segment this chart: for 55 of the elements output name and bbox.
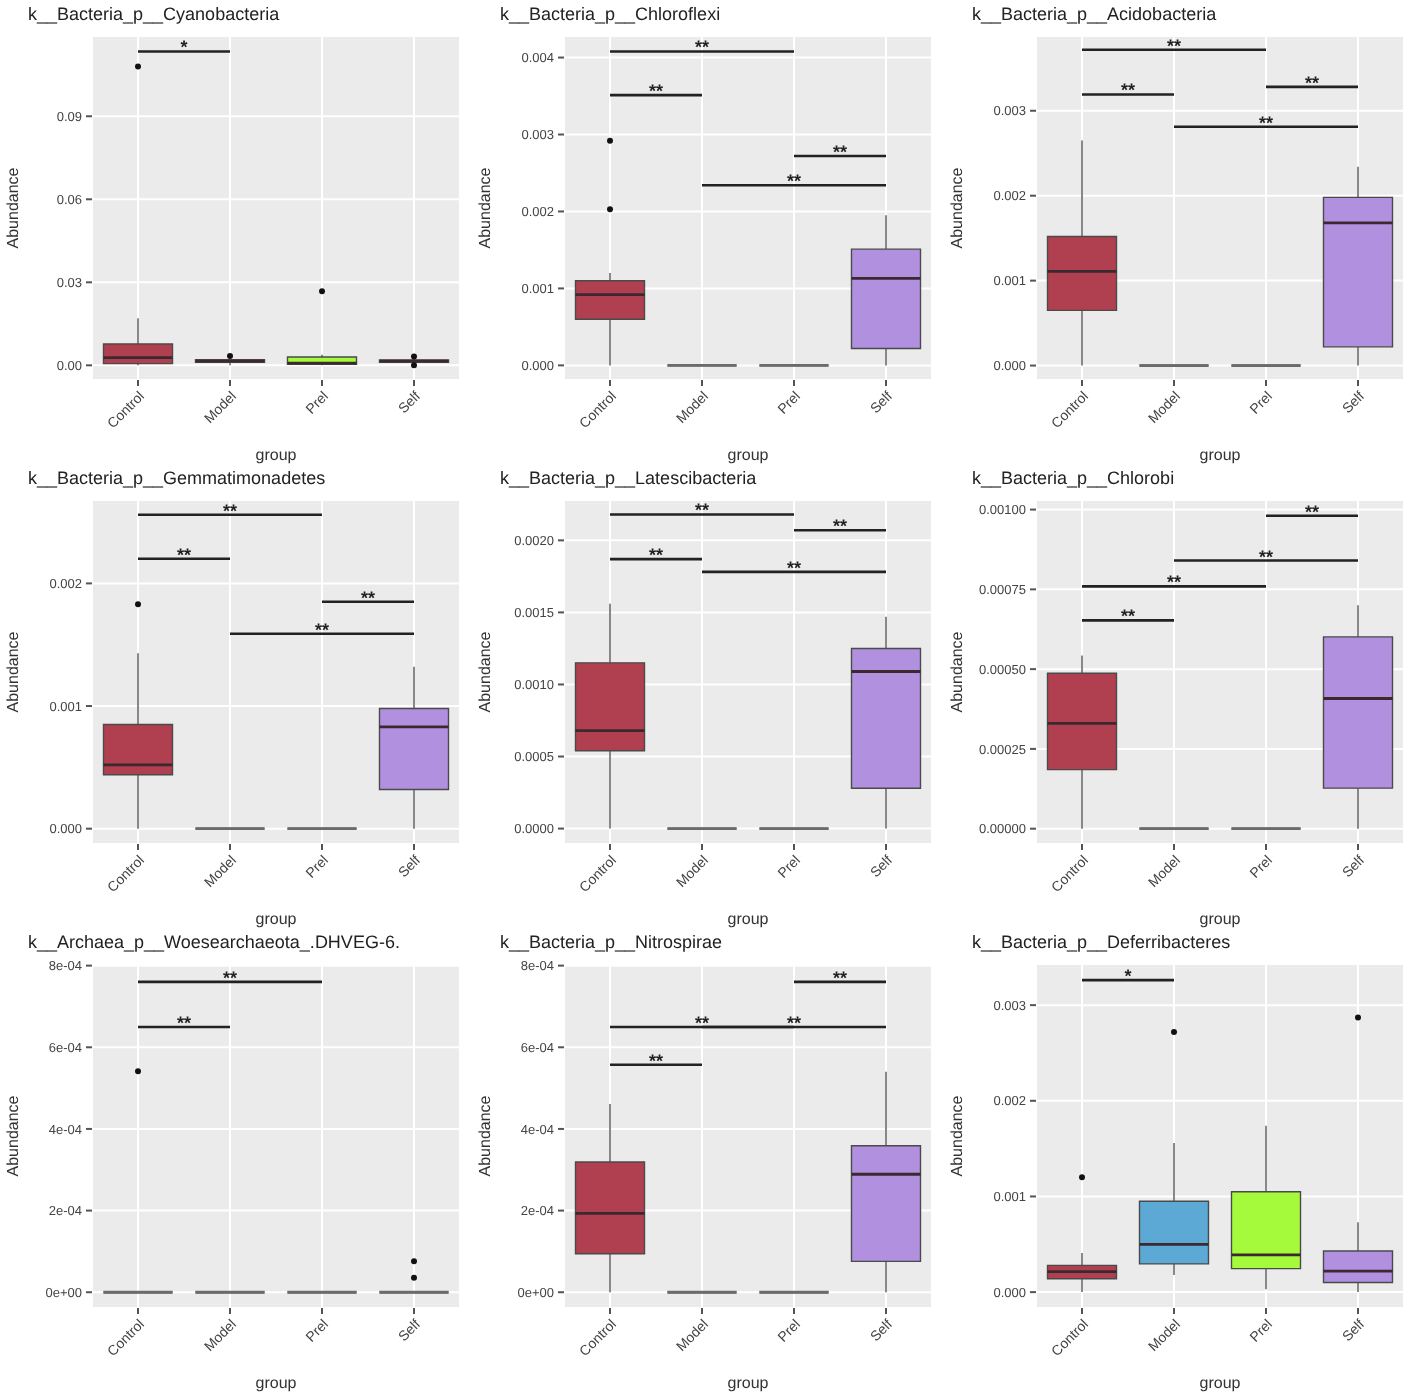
chart-title: k__Archaea_p__Woesearchaeota_.DHVEG-6. bbox=[26, 930, 402, 956]
annotation: ** bbox=[1120, 606, 1136, 627]
annotation: ** bbox=[648, 1050, 664, 1071]
x-axis-title: group bbox=[727, 446, 770, 464]
annotation: ** bbox=[786, 171, 802, 192]
annotation: ** bbox=[694, 1012, 710, 1033]
annotation: ** bbox=[648, 81, 664, 102]
annotation: ** bbox=[786, 557, 802, 578]
annotation: ** bbox=[832, 967, 848, 988]
annotation: ** bbox=[786, 1012, 802, 1033]
y-axis-title: Abundance bbox=[3, 1094, 22, 1177]
y-axis-title: Abundance bbox=[3, 166, 22, 249]
annotation: ** bbox=[1258, 112, 1274, 133]
x-axis-title: group bbox=[255, 910, 298, 928]
annotation: ** bbox=[1166, 35, 1182, 56]
annotation: ** bbox=[832, 516, 848, 537]
annotation: * bbox=[180, 37, 189, 58]
chart-title: k__Bacteria_p__Chloroflexi bbox=[498, 2, 723, 28]
x-axis-title: group bbox=[727, 1374, 770, 1392]
y-axis-title: Abundance bbox=[947, 166, 966, 249]
annotation: ** bbox=[314, 619, 330, 640]
x-axis-title: group bbox=[255, 1374, 298, 1392]
annotation: ** bbox=[694, 500, 710, 521]
chart-title: k__Bacteria_p__Nitrospirae bbox=[498, 930, 725, 956]
y-axis-title: Abundance bbox=[475, 630, 494, 713]
annotation: ** bbox=[694, 37, 710, 58]
annotation: ** bbox=[176, 544, 192, 565]
annotation: ** bbox=[832, 142, 848, 163]
y-axis-title: Abundance bbox=[3, 630, 22, 713]
y-axis-title: Abundance bbox=[475, 166, 494, 249]
x-axis-title: group bbox=[727, 910, 770, 928]
annotation: ** bbox=[1258, 546, 1274, 567]
x-axis-title: group bbox=[1199, 910, 1242, 928]
y-axis-title: Abundance bbox=[475, 1094, 494, 1177]
chart-title: k__Bacteria_p__Chlorobi bbox=[970, 466, 1177, 492]
annotation: ** bbox=[176, 1012, 192, 1033]
chart-title: k__Bacteria_p__Latescibacteria bbox=[498, 466, 759, 492]
chart-title: k__Bacteria_p__Gemmatimonadetes bbox=[26, 466, 328, 492]
annotation: ** bbox=[1120, 80, 1136, 101]
x-axis-title: group bbox=[1199, 446, 1242, 464]
annotation: ** bbox=[360, 587, 376, 608]
x-axis-title: group bbox=[1199, 1374, 1242, 1392]
annotation: ** bbox=[648, 545, 664, 566]
annotation: ** bbox=[222, 500, 238, 521]
annotation: ** bbox=[1166, 572, 1182, 593]
x-axis-title: group bbox=[255, 446, 298, 464]
chart-title: k__Bacteria_p__Deferribacteres bbox=[970, 930, 1233, 956]
annotation: ** bbox=[222, 967, 238, 988]
annotation: ** bbox=[1304, 501, 1320, 522]
chart-title: k__Bacteria_p__Acidobacteria bbox=[970, 2, 1219, 28]
annotation: * bbox=[1124, 966, 1133, 987]
y-axis-title: Abundance bbox=[947, 1094, 966, 1177]
chart-title: k__Bacteria_p__Cyanobacteria bbox=[26, 2, 282, 28]
annotation: ** bbox=[1304, 72, 1320, 93]
y-axis-title: Abundance bbox=[947, 630, 966, 713]
